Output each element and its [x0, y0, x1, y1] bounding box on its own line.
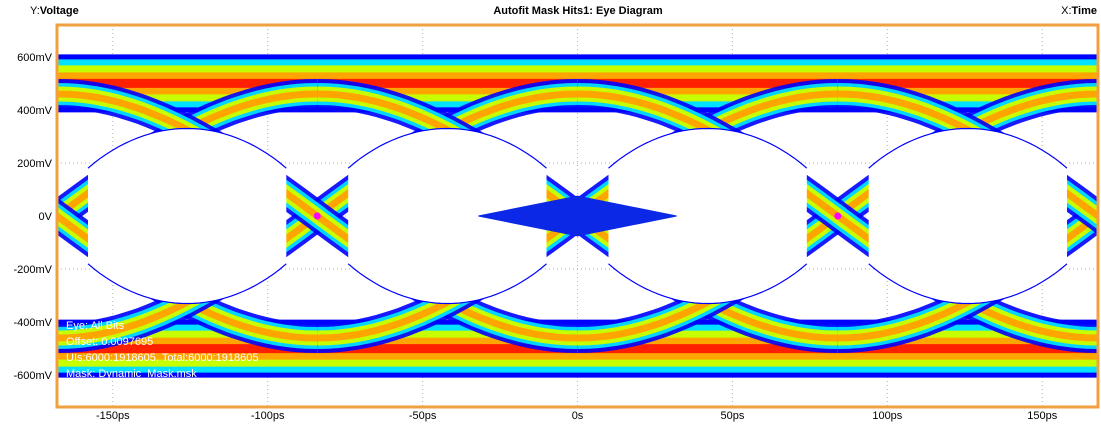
y-tick-label: 0V [39, 211, 53, 223]
info-line: Offset: 0.0097695 [66, 336, 153, 348]
x-tick-label: -100ps [251, 410, 285, 422]
eye-opening [868, 216, 1067, 304]
y-tick-label: 200mV [17, 158, 53, 170]
eye-boundary-line [608, 127, 808, 169]
eye-boundary-line [868, 127, 1068, 169]
y-axis-prefix: Y: [30, 5, 40, 17]
plot-frame [55, 23, 1100, 409]
info-box: Eye: All Bits Offset: 0.0097695 UIs:6000:1… [66, 320, 258, 396]
mask-layer [478, 195, 677, 237]
y-tick-label: 600mV [17, 52, 53, 64]
info-line: Eye: All Bits [66, 320, 125, 332]
y-axis-label: Voltage [40, 5, 79, 17]
x-tick-label: -150ps [96, 410, 130, 422]
mask-diamond [478, 195, 677, 237]
x-axis-label: Time [1072, 5, 1097, 17]
eye-opening [88, 128, 287, 216]
transition-band [837, 90, 1098, 221]
eye-opening [0, 129, 26, 217]
eye-opening [88, 216, 287, 304]
y-tick-label: 400mV [17, 105, 53, 117]
x-tick-label: 0s [572, 410, 584, 422]
x-tick-label: 50ps [720, 410, 744, 422]
y-axis-header: Y:Voltage [30, 5, 79, 17]
y-tick-label: -200mV [13, 264, 52, 276]
info-line: Horizontal Mask Offset: 0s [66, 384, 195, 396]
eye-boundary-line [608, 263, 808, 305]
eye-boundary-line [87, 263, 287, 305]
eye-opening [868, 128, 1067, 216]
y-tick-label: -600mV [13, 370, 52, 382]
transition-band [57, 211, 318, 342]
x-tick-labels: -150ps -100ps -50ps 0s 50ps 100ps 150ps [96, 410, 1058, 422]
transition-band [57, 90, 318, 221]
crossing-point-marker [313, 212, 321, 220]
eye-boundary-line [347, 127, 547, 169]
eye-opening [0, 216, 26, 304]
eye-opening [608, 128, 807, 216]
crossing-markers [313, 212, 842, 220]
eye-boundary-line [87, 127, 287, 169]
x-axis-header: X:Time [1061, 5, 1097, 17]
x-tick-label: 150ps [1027, 410, 1057, 422]
info-line: Mask: Dynamic_Mask.msk [66, 368, 197, 380]
x-tick-label: -50ps [409, 410, 437, 422]
eye-opening [608, 216, 807, 304]
x-tick-label: 100ps [872, 410, 902, 422]
eye-boundary-line [868, 263, 1068, 305]
info-line: UIs:6000:1918605, Total:6000:1918605 [66, 352, 258, 364]
eye-opening [348, 128, 547, 216]
transition-band [837, 211, 1098, 342]
eye-opening [348, 216, 547, 304]
y-tick-labels: 600mV 400mV 200mV 0V -200mV -400mV -600mV [13, 52, 52, 382]
y-tick-label: -400mV [13, 317, 52, 329]
eye-boundary-line [347, 263, 547, 305]
crossing-point-marker [834, 212, 842, 220]
x-axis-prefix: X: [1061, 5, 1071, 17]
chart-title: Autofit Mask Hits1: Eye Diagram [493, 5, 663, 17]
